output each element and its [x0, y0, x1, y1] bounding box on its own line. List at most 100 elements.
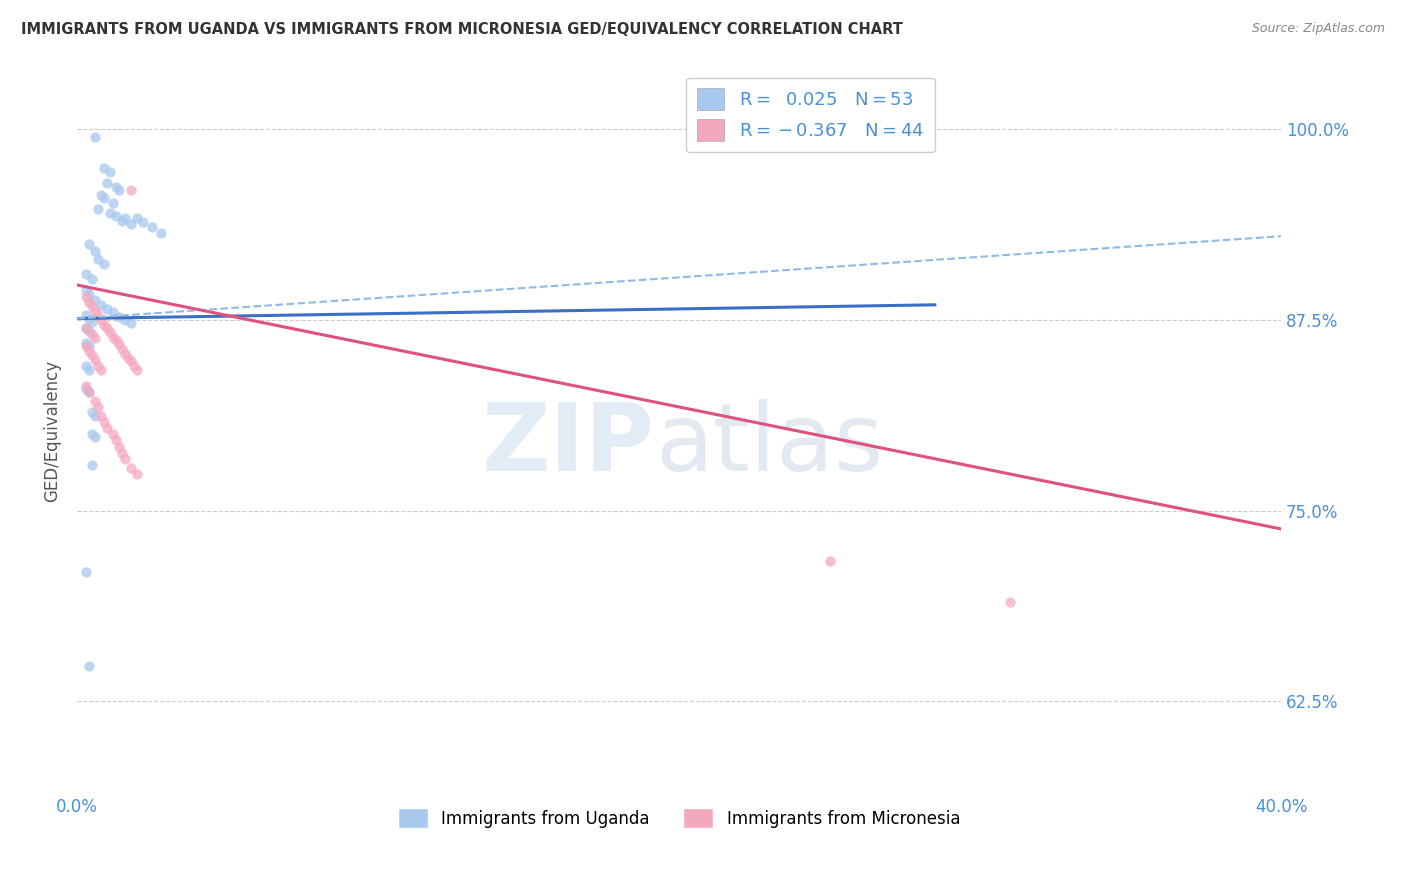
- Point: [105, 333, 128, 347]
- Point: [108, 337, 131, 351]
- Point: [114, 211, 136, 225]
- Point: [98, 325, 121, 339]
- Point: [87, 309, 110, 323]
- Point: [96, 176, 118, 190]
- Point: [77, 294, 100, 309]
- Point: [90, 188, 112, 202]
- Point: [90, 313, 112, 327]
- Point: [75, 309, 97, 323]
- Point: [84, 331, 107, 345]
- Point: [103, 330, 125, 344]
- Point: [84, 304, 107, 318]
- Point: [105, 210, 128, 224]
- Legend: Immigrants from Uganda, Immigrants from Micronesia: Immigrants from Uganda, Immigrants from …: [391, 801, 967, 835]
- Point: [127, 211, 149, 225]
- Point: [75, 339, 97, 353]
- Point: [93, 318, 115, 332]
- Point: [82, 272, 104, 286]
- Point: [998, 595, 1021, 609]
- Point: [90, 409, 112, 423]
- Point: [82, 458, 104, 472]
- Point: [127, 363, 149, 377]
- Point: [120, 316, 142, 330]
- Point: [77, 384, 100, 399]
- Point: [90, 298, 112, 312]
- Point: [75, 320, 97, 334]
- Text: ZIP: ZIP: [482, 399, 655, 491]
- Point: [82, 299, 104, 313]
- Point: [84, 430, 107, 444]
- Point: [96, 320, 118, 334]
- Point: [96, 302, 118, 317]
- Point: [77, 343, 100, 358]
- Point: [82, 404, 104, 418]
- Point: [75, 335, 97, 350]
- Point: [77, 311, 100, 326]
- Point: [98, 206, 121, 220]
- Point: [93, 191, 115, 205]
- Point: [105, 180, 128, 194]
- Point: [105, 434, 128, 448]
- Point: [93, 257, 115, 271]
- Text: IMMIGRANTS FROM UGANDA VS IMMIGRANTS FROM MICRONESIA GED/EQUIVALENCY CORRELATION: IMMIGRANTS FROM UGANDA VS IMMIGRANTS FRO…: [21, 22, 903, 37]
- Point: [77, 384, 100, 399]
- Point: [117, 351, 139, 366]
- Point: [75, 565, 97, 579]
- Point: [75, 320, 97, 334]
- Point: [132, 215, 155, 229]
- Point: [77, 339, 100, 353]
- Text: Source: ZipAtlas.com: Source: ZipAtlas.com: [1251, 22, 1385, 36]
- Point: [111, 446, 134, 460]
- Point: [75, 283, 97, 297]
- Point: [120, 461, 142, 475]
- Point: [77, 363, 100, 377]
- Point: [84, 130, 107, 145]
- Point: [114, 346, 136, 360]
- Point: [111, 214, 134, 228]
- Point: [77, 324, 100, 338]
- Point: [75, 268, 97, 282]
- Point: [84, 393, 107, 408]
- Point: [98, 165, 121, 179]
- Point: [87, 400, 110, 414]
- Point: [82, 427, 104, 442]
- Point: [103, 305, 125, 319]
- Y-axis label: GED/Equivalency: GED/Equivalency: [44, 359, 60, 501]
- Point: [108, 184, 131, 198]
- Point: [93, 161, 115, 175]
- Point: [114, 451, 136, 466]
- Point: [108, 310, 131, 324]
- Point: [87, 202, 110, 216]
- Point: [84, 244, 107, 259]
- Point: [82, 348, 104, 362]
- Point: [818, 554, 841, 568]
- Point: [103, 195, 125, 210]
- Point: [127, 467, 149, 481]
- Point: [75, 290, 97, 304]
- Point: [77, 236, 100, 251]
- Point: [77, 659, 100, 673]
- Point: [77, 287, 100, 301]
- Point: [93, 415, 115, 429]
- Point: [84, 409, 107, 423]
- Point: [103, 427, 125, 442]
- Point: [75, 378, 97, 392]
- Point: [84, 352, 107, 367]
- Point: [90, 363, 112, 377]
- Text: atlas: atlas: [655, 399, 883, 491]
- Point: [120, 217, 142, 231]
- Point: [96, 421, 118, 435]
- Point: [111, 342, 134, 356]
- Point: [82, 315, 104, 329]
- Point: [108, 440, 131, 454]
- Point: [141, 220, 163, 235]
- Point: [84, 293, 107, 308]
- Point: [114, 313, 136, 327]
- Point: [75, 382, 97, 396]
- Point: [150, 226, 173, 240]
- Point: [120, 184, 142, 198]
- Point: [120, 354, 142, 368]
- Point: [124, 359, 146, 373]
- Point: [87, 252, 110, 266]
- Point: [87, 359, 110, 373]
